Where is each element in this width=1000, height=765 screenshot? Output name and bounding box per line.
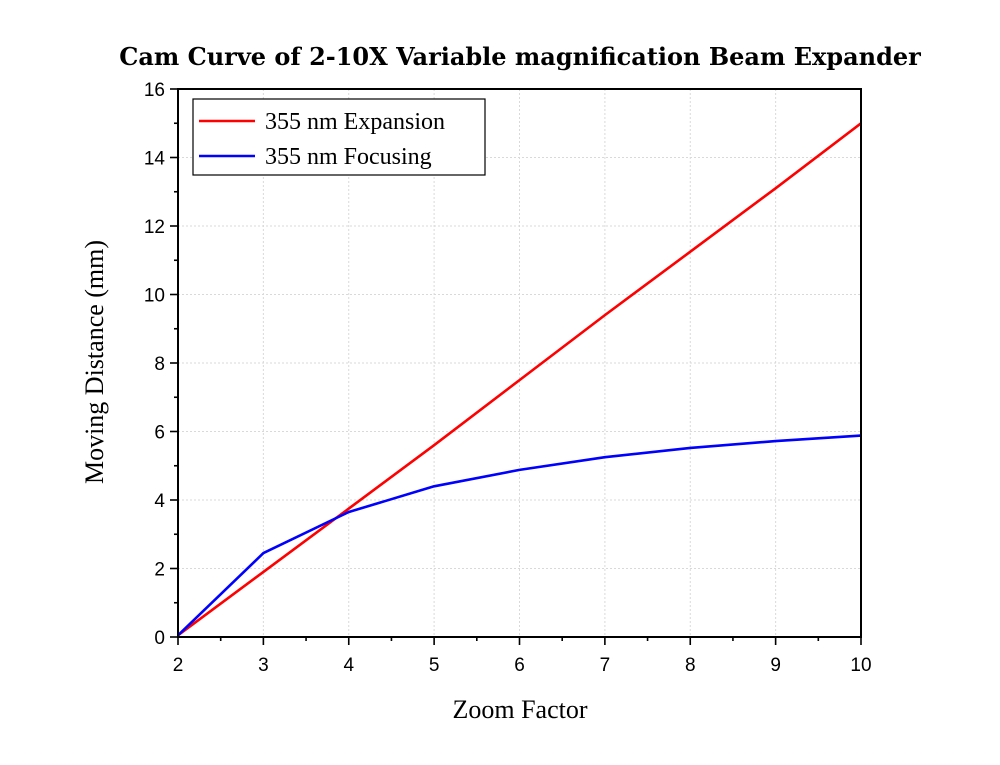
y-tick-label: 8	[154, 354, 165, 375]
y-tick-label: 10	[144, 286, 165, 307]
y-tick-label: 12	[144, 217, 165, 238]
x-tick-label: 4	[343, 655, 354, 676]
series-line-1	[177, 122, 862, 637]
x-tick-label: 9	[770, 655, 781, 676]
legend-box	[192, 98, 486, 176]
chart-title: Cam Curve of 2-10X Variable magnificatio…	[119, 42, 921, 71]
y-tick-label: 0	[154, 628, 165, 649]
y-axis-label: Moving Distance (mm)	[80, 240, 109, 484]
y-tick-label: 6	[154, 423, 165, 444]
x-axis-label: Zoom Factor	[452, 695, 587, 724]
y-tick-label: 4	[154, 491, 165, 512]
legend-label-1: 355 nm Expansion	[265, 109, 445, 135]
x-tick-label: 3	[258, 655, 269, 676]
axes	[170, 88, 862, 645]
series-layer	[177, 122, 862, 637]
x-tick-label: 10	[850, 655, 871, 676]
x-tick-label: 2	[173, 655, 184, 676]
y-tick-label: 16	[144, 80, 165, 101]
series-line-2	[177, 434, 862, 637]
grid	[178, 89, 861, 637]
legend-label-2: 355 nm Focusing	[265, 144, 432, 170]
x-tick-label: 8	[685, 655, 696, 676]
x-tick-label: 6	[514, 655, 525, 676]
y-tick-label: 2	[154, 560, 165, 581]
x-tick-label: 7	[600, 655, 611, 676]
x-tick-label: 5	[429, 655, 440, 676]
y-tick-label: 14	[144, 149, 166, 170]
legend: 355 nm Expansion 355 nm Focusing	[192, 98, 486, 176]
